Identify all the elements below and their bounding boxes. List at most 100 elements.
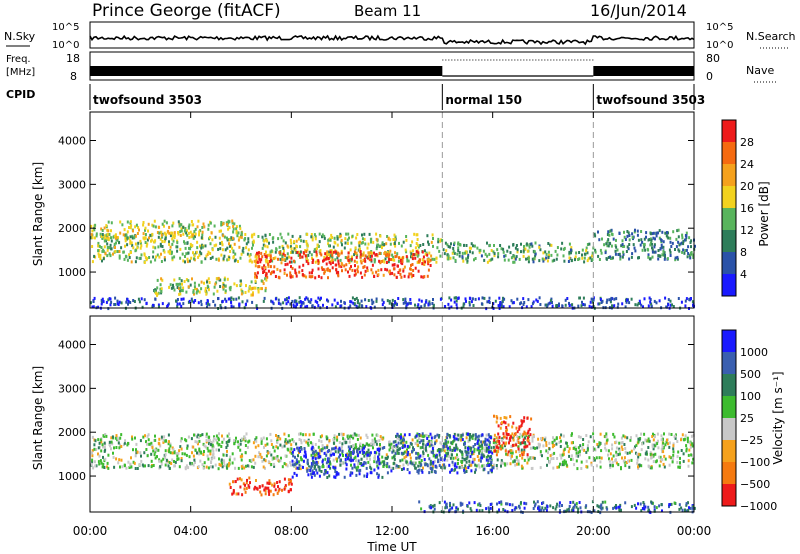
heatmap-cell — [229, 250, 232, 253]
heatmap-cell — [187, 466, 190, 470]
heatmap-cell — [618, 452, 621, 456]
heatmap-cell — [265, 272, 268, 276]
heatmap-cell — [155, 291, 157, 295]
noise-right-tick-bottom: 10^0 — [706, 40, 733, 51]
heatmap-cell — [167, 433, 170, 437]
heatmap-cell — [411, 462, 414, 466]
heatmap-cell — [369, 463, 371, 467]
heatmap-cell — [635, 434, 638, 438]
heatmap-cell — [647, 238, 650, 242]
heatmap-cell — [534, 502, 537, 506]
heatmap-cell — [604, 446, 607, 450]
heatmap-cell — [657, 257, 660, 261]
heatmap-cell — [527, 256, 530, 260]
heatmap-cell — [307, 299, 310, 303]
heatmap-cell — [290, 247, 293, 251]
heatmap-cell — [660, 434, 663, 438]
heatmap-cell — [273, 484, 276, 488]
heatmap-cell — [180, 279, 183, 283]
heatmap-cell — [115, 241, 117, 245]
heatmap-cell — [348, 267, 351, 271]
heatmap-cell — [628, 257, 631, 261]
heatmap-cell — [383, 446, 386, 449]
heatmap-cell — [101, 229, 104, 232]
heatmap-cell — [296, 460, 299, 464]
heatmap-cell — [198, 290, 201, 294]
heatmap-cell — [470, 242, 473, 246]
heatmap-cell — [545, 443, 548, 447]
heatmap-cell — [405, 255, 408, 259]
colorbar-tick-label: 500 — [740, 368, 761, 381]
noise-left-label: N.Sky — [4, 30, 36, 43]
heatmap-cell — [452, 503, 455, 507]
heatmap-cell — [466, 504, 469, 508]
heatmap-cell — [427, 442, 429, 446]
heatmap-cell — [450, 441, 453, 445]
heatmap-cell — [516, 430, 519, 434]
heatmap-cell — [419, 258, 421, 262]
heatmap-cell — [197, 436, 200, 439]
heatmap-cell — [106, 461, 109, 465]
heatmap-cell — [173, 450, 176, 454]
heatmap-cell — [272, 445, 275, 449]
heatmap-cell — [555, 436, 558, 440]
heatmap-cell — [421, 434, 424, 438]
heatmap-cell — [177, 282, 180, 286]
heatmap-cell — [112, 451, 114, 455]
x-tick-label: 12:00 — [375, 524, 410, 538]
heatmap-cell — [322, 458, 324, 462]
heatmap-cell — [367, 460, 370, 464]
heatmap-cell — [338, 446, 341, 450]
heatmap-cell — [190, 297, 193, 301]
heatmap-cell — [416, 243, 419, 247]
heatmap-cell — [272, 462, 275, 466]
heatmap-cell — [496, 443, 499, 447]
heatmap-cell — [546, 456, 549, 460]
heatmap-cell — [304, 453, 307, 457]
heatmap-cell — [399, 436, 402, 440]
heatmap-cell — [282, 301, 285, 305]
heatmap-cell — [552, 466, 555, 470]
heatmap-cell — [272, 270, 275, 274]
heatmap-cell — [362, 451, 364, 455]
heatmap-cell — [452, 249, 455, 253]
heatmap-cell — [415, 451, 418, 455]
heatmap-cell — [357, 465, 360, 469]
heatmap-cell — [488, 243, 491, 247]
heatmap-cell — [511, 503, 514, 507]
heatmap-cell — [359, 450, 361, 454]
heatmap-cell — [103, 245, 106, 249]
heatmap-cell — [218, 236, 221, 240]
heatmap-cell — [160, 462, 163, 466]
heatmap-cell — [510, 456, 512, 460]
heatmap-cell — [615, 506, 618, 510]
heatmap-cell — [196, 246, 199, 250]
heatmap-cell — [180, 457, 183, 460]
heatmap-cell — [618, 231, 621, 235]
heatmap-cell — [255, 256, 258, 260]
heatmap-cell — [180, 437, 183, 441]
heatmap-cell — [615, 238, 617, 242]
heatmap-cell — [568, 301, 570, 305]
heatmap-cell — [585, 450, 588, 454]
heatmap-cell — [290, 251, 292, 254]
heatmap-cell — [671, 303, 673, 307]
heatmap-cell — [377, 466, 380, 470]
heatmap-cell — [169, 283, 172, 287]
heatmap-cell — [534, 446, 536, 450]
heatmap-cell — [124, 239, 127, 243]
heatmap-cell — [193, 292, 195, 296]
heatmap-cell — [672, 305, 675, 308]
heatmap-cell — [532, 300, 535, 304]
heatmap-cell — [675, 237, 678, 241]
heatmap-cell — [161, 222, 164, 226]
heatmap-cell — [511, 301, 514, 305]
heatmap-cell — [577, 507, 580, 511]
heatmap-cell — [340, 238, 343, 242]
heatmap-cell — [228, 244, 231, 248]
heatmap-cell — [578, 449, 581, 453]
heatmap-cell — [282, 252, 285, 256]
heatmap-cell — [479, 459, 482, 463]
heatmap-cell — [504, 421, 507, 425]
heatmap-cell — [411, 249, 414, 253]
